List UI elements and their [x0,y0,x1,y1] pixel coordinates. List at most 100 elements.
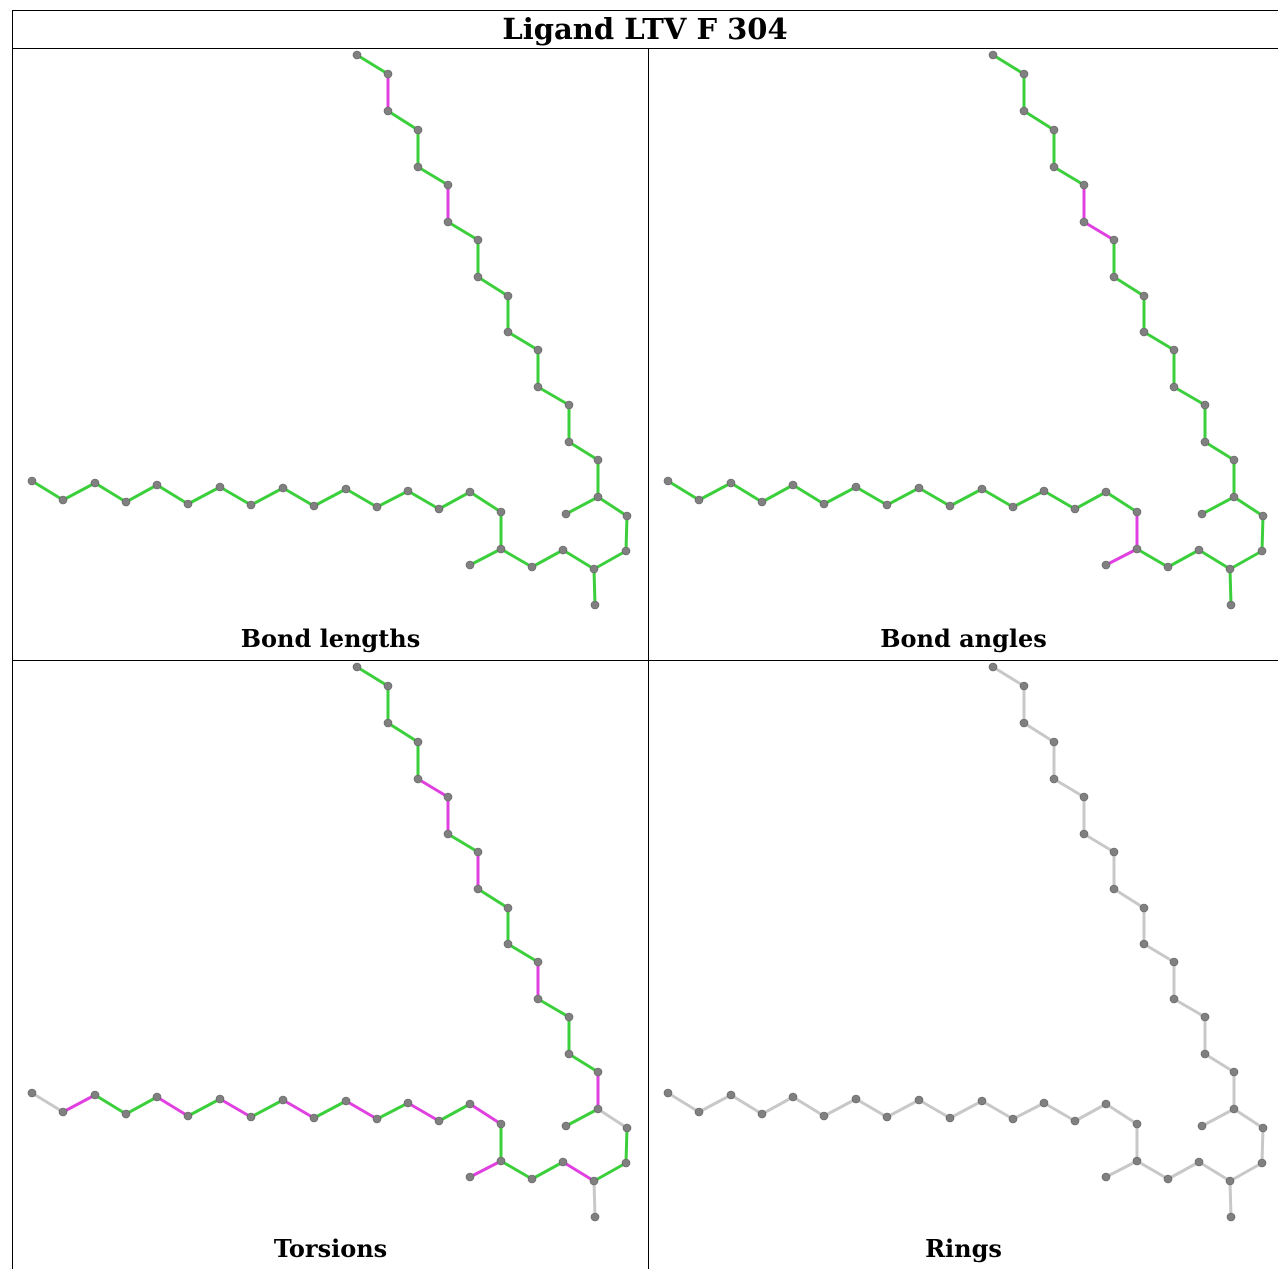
molecule-rings [663,662,1268,1222]
atom-40 [352,50,362,60]
bond-25-26 [567,440,600,462]
bond-39-40 [991,53,1026,76]
atom-6 [851,482,861,492]
bond-31-32 [476,887,510,910]
bond-18-19 [530,548,565,569]
atom-35 [443,792,453,802]
bond-4-5 [155,483,190,506]
atom-28 [1169,994,1179,1004]
atom-31 [1139,903,1149,913]
atom-32 [473,884,483,894]
atom-4 [152,480,162,490]
atom-20 [1225,564,1235,574]
bond-2-3 [729,481,764,504]
caption-bond-angles: Bond angles [880,624,1047,653]
bond-8-9 [281,1098,316,1120]
atom-41 [561,509,571,519]
bond-19-20 [1197,1160,1232,1183]
atom-25 [1229,455,1239,465]
atom-36 [413,774,423,784]
atom-3 [121,497,131,507]
bond-16-17 [1104,1159,1139,1179]
bond-11-12 [375,1101,410,1121]
atom-41 [1197,509,1207,519]
atom-14 [465,487,475,497]
bond-16-18 [499,1159,534,1181]
bond-22-23 [624,514,629,553]
atom-33 [473,847,483,857]
bond-27-28 [536,997,571,1019]
bond-6-7 [218,485,253,507]
atom-11 [372,502,382,512]
atom-16 [1132,1156,1142,1166]
bond-7-8 [249,486,285,507]
atom-23 [622,511,632,521]
atom-1 [694,495,704,505]
atom-17 [465,560,475,570]
atom-6 [215,482,225,492]
bond-13-14 [437,1102,472,1123]
bond-39-40 [355,53,390,76]
atom-3 [757,497,767,507]
bond-1-2 [61,481,97,502]
atom-24 [1229,1104,1239,1114]
atom-13 [434,504,444,514]
atom-33 [473,235,483,245]
atom-18 [1163,1174,1173,1184]
bond-24-41 [1200,1107,1236,1128]
atom-5 [183,1111,193,1121]
bond-2-3 [93,1093,128,1116]
atom-2 [90,478,100,488]
atom-41 [1197,1121,1207,1131]
atom-40 [988,50,998,60]
atom-20 [589,1176,599,1186]
bond-19-20 [561,1160,596,1183]
bond-37-38 [386,109,420,132]
caption-rings: Rings [925,1234,1002,1263]
bond-6-7 [218,1097,253,1119]
bond-25-26 [567,1052,600,1074]
bond-11-12 [1011,489,1046,509]
atom-38 [1019,106,1029,116]
bond-8-9 [917,1098,952,1120]
atom-22 [621,546,631,556]
atom-27 [1200,400,1210,410]
bond-3-4 [124,1095,159,1116]
bond-5-6 [186,1097,222,1118]
bond-33-34 [446,832,480,854]
atom-8 [914,1095,924,1105]
atom-0 [27,476,37,486]
atom-34 [1079,217,1089,227]
atom-38 [383,106,393,116]
bond-20-22 [1228,549,1264,571]
bond-20-22 [592,549,628,571]
middle-divider-vertical [648,48,649,1269]
bond-22-23 [624,1126,629,1165]
atom-18 [527,562,537,572]
atom-7 [246,500,256,510]
bond-14-15 [468,490,503,514]
bond-3-4 [760,1095,795,1116]
atom-3 [757,1109,767,1119]
atom-6 [215,1094,225,1104]
bond-11-12 [1011,1101,1046,1121]
atom-15 [496,1119,506,1129]
bond-20-21 [1228,1179,1233,1219]
bond-1-2 [61,1093,97,1114]
atom-22 [1257,1158,1267,1168]
bond-20-22 [1228,1161,1264,1183]
atom-39 [383,69,393,79]
atom-24 [593,492,603,502]
panel-bond-lengths: Bond lengths [13,49,648,660]
bond-12-13 [406,489,441,511]
bond-7-8 [885,1098,921,1119]
bond-37-38 [1022,721,1056,744]
atom-12 [1039,486,1049,496]
atom-8 [278,1095,288,1105]
atom-2 [726,478,736,488]
atom-33 [1109,235,1119,245]
atom-24 [593,1104,603,1114]
bond-20-21 [592,1179,597,1219]
atom-18 [1163,562,1173,572]
bond-27-28 [536,385,571,407]
